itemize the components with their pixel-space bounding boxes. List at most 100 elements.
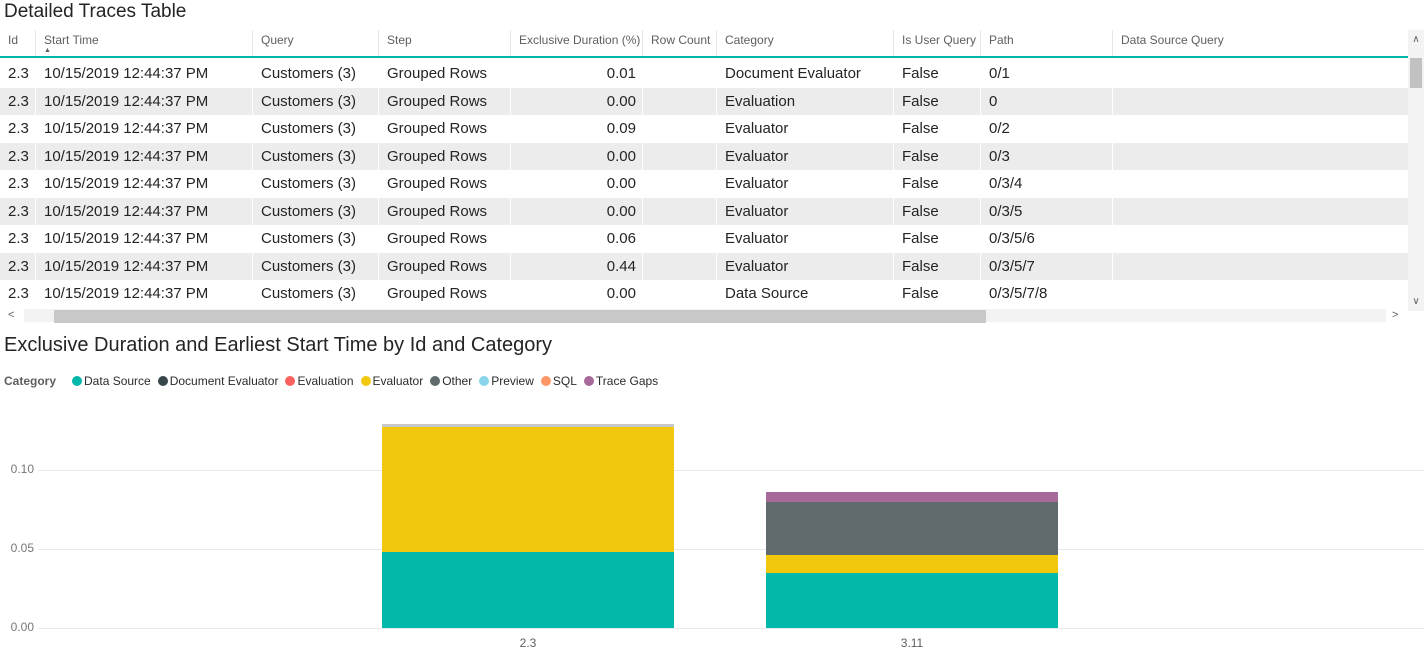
table-cell[interactable]: 10/15/2019 12:44:37 PM (36, 142, 253, 170)
table-cell[interactable]: False (894, 280, 981, 308)
table-row[interactable]: 2.3 10/15/2019 12:44:37 PM Customers (3) Gr… (0, 60, 1408, 88)
vertical-scrollbar[interactable]: ∧ ∨ (1408, 30, 1424, 311)
table-cell[interactable]: 0/3/5 (981, 197, 1113, 225)
column-header-data-source-query[interactable]: Data Source Query (1113, 30, 1408, 56)
table-cell[interactable]: 0.00 (511, 280, 643, 308)
table-cell[interactable]: 2.3 (0, 225, 36, 253)
legend-item-sql[interactable]: SQL (540, 374, 577, 388)
legend-item-preview[interactable]: Preview (479, 374, 534, 388)
table-cell[interactable] (1113, 225, 1408, 253)
table-cell[interactable]: False (894, 142, 981, 170)
table-cell[interactable]: 0.06 (511, 225, 643, 253)
table-cell[interactable] (1113, 115, 1408, 143)
scroll-down-icon[interactable]: ∨ (1412, 296, 1420, 307)
table-cell[interactable]: 2.3 (0, 115, 36, 143)
column-header-row-count[interactable]: Row Count (643, 30, 717, 56)
table-cell[interactable]: Grouped Rows (379, 225, 511, 253)
table-cell[interactable]: Grouped Rows (379, 197, 511, 225)
table-cell[interactable]: 10/15/2019 12:44:37 PM (36, 115, 253, 143)
table-cell[interactable]: 0/2 (981, 115, 1113, 143)
vertical-scrollbar-thumb[interactable] (1410, 58, 1422, 88)
table-cell[interactable]: Evaluator (717, 225, 894, 253)
table-row[interactable]: 2.3 10/15/2019 12:44:37 PM Customers (3) Gr… (0, 142, 1408, 171)
column-header-exclusive-duration-[interactable]: Exclusive Duration (%) (511, 30, 643, 56)
table-cell[interactable] (643, 142, 717, 170)
table-cell[interactable]: 0.09 (511, 115, 643, 143)
legend-item-evaluation[interactable]: Evaluation (285, 374, 354, 388)
table-cell[interactable]: Grouped Rows (379, 115, 511, 143)
table-cell[interactable]: Grouped Rows (379, 280, 511, 308)
table-cell[interactable]: Customers (3) (253, 252, 379, 280)
table-cell[interactable]: 0/3/4 (981, 170, 1113, 198)
table-cell[interactable]: Customers (3) (253, 197, 379, 225)
table-cell[interactable]: 0.00 (511, 142, 643, 170)
table-cell[interactable]: Evaluator (717, 170, 894, 198)
table-cell[interactable]: 0/3/5/7 (981, 252, 1113, 280)
table-cell[interactable]: Evaluation (717, 87, 894, 115)
table-cell[interactable] (1113, 60, 1408, 88)
table-cell[interactable]: False (894, 197, 981, 225)
table-cell[interactable]: 10/15/2019 12:44:37 PM (36, 60, 253, 88)
table-cell[interactable]: Grouped Rows (379, 142, 511, 170)
table-cell[interactable]: Customers (3) (253, 142, 379, 170)
table-cell[interactable]: False (894, 170, 981, 198)
table-cell[interactable]: Grouped Rows (379, 87, 511, 115)
table-cell[interactable]: 2.3 (0, 142, 36, 170)
bar-segment-data-source[interactable] (766, 572, 1058, 628)
table-cell[interactable]: 0/3 (981, 142, 1113, 170)
table-cell[interactable]: False (894, 115, 981, 143)
table-cell[interactable]: 10/15/2019 12:44:37 PM (36, 170, 253, 198)
table-cell[interactable]: Customers (3) (253, 225, 379, 253)
table-cell[interactable]: Customers (3) (253, 87, 379, 115)
scroll-right-icon[interactable]: > (1392, 309, 1399, 321)
table-cell[interactable]: False (894, 252, 981, 280)
table-cell[interactable] (643, 225, 717, 253)
column-header-query[interactable]: Query (253, 30, 379, 56)
legend-item-trace-gaps[interactable]: Trace Gaps (583, 374, 658, 388)
table-cell[interactable]: 0.00 (511, 170, 643, 198)
table-cell[interactable]: Customers (3) (253, 60, 379, 88)
table-cell[interactable]: 2.3 (0, 252, 36, 280)
table-cell[interactable] (1113, 280, 1408, 308)
table-cell[interactable]: Evaluator (717, 197, 894, 225)
table-cell[interactable] (1113, 170, 1408, 198)
table-cell[interactable] (1113, 88, 1408, 116)
table-cell[interactable]: 0.00 (511, 87, 643, 115)
table-row[interactable]: 2.3 10/15/2019 12:44:37 PM Customers (3) Gr… (0, 280, 1408, 308)
horizontal-scrollbar[interactable]: < > (0, 308, 1408, 323)
legend-item-data-source[interactable]: Data Source (72, 374, 151, 388)
table-row[interactable]: 2.3 10/15/2019 12:44:37 PM Customers (3) Gr… (0, 252, 1408, 281)
scroll-up-icon[interactable]: ∧ (1412, 34, 1420, 45)
table-cell[interactable]: 2.3 (0, 87, 36, 115)
table-cell[interactable] (1113, 143, 1408, 171)
table-cell[interactable]: 10/15/2019 12:44:37 PM (36, 280, 253, 308)
bar-segment-mixed-thin-segments[interactable] (382, 424, 674, 428)
table-cell[interactable]: Grouped Rows (379, 252, 511, 280)
table-cell[interactable] (643, 280, 717, 308)
horizontal-scrollbar-track[interactable] (24, 309, 1386, 323)
column-header-is-user-query[interactable]: Is User Query (894, 30, 981, 56)
table-cell[interactable] (1113, 198, 1408, 226)
table-cell[interactable]: 0/3/5/6 (981, 225, 1113, 253)
column-header-category[interactable]: Category (717, 30, 894, 56)
scroll-left-icon[interactable]: < (8, 309, 15, 321)
table-cell[interactable]: False (894, 60, 981, 88)
table-cell[interactable]: 10/15/2019 12:44:37 PM (36, 197, 253, 225)
table-row[interactable]: 2.3 10/15/2019 12:44:37 PM Customers (3) Gr… (0, 197, 1408, 226)
table-cell[interactable] (1113, 253, 1408, 281)
table-cell[interactable]: 0/3/5/7/8 (981, 280, 1113, 308)
column-header-id[interactable]: Id (0, 30, 36, 56)
table-cell[interactable]: Grouped Rows (379, 60, 511, 88)
column-header-start-time[interactable]: Start Time ▲ (36, 30, 253, 56)
table-cell[interactable]: 10/15/2019 12:44:37 PM (36, 87, 253, 115)
table-cell[interactable] (643, 252, 717, 280)
table-row[interactable]: 2.3 10/15/2019 12:44:37 PM Customers (3) Gr… (0, 87, 1408, 116)
table-row[interactable]: 2.3 10/15/2019 12:44:37 PM Customers (3) Gr… (0, 225, 1408, 253)
legend-item-other[interactable]: Other (430, 374, 472, 388)
table-cell[interactable]: 10/15/2019 12:44:37 PM (36, 225, 253, 253)
column-header-step[interactable]: Step (379, 30, 511, 56)
table-cell[interactable]: Customers (3) (253, 115, 379, 143)
table-cell[interactable]: Document Evaluator (717, 60, 894, 88)
table-cell[interactable] (643, 87, 717, 115)
table-cell[interactable]: Evaluator (717, 115, 894, 143)
